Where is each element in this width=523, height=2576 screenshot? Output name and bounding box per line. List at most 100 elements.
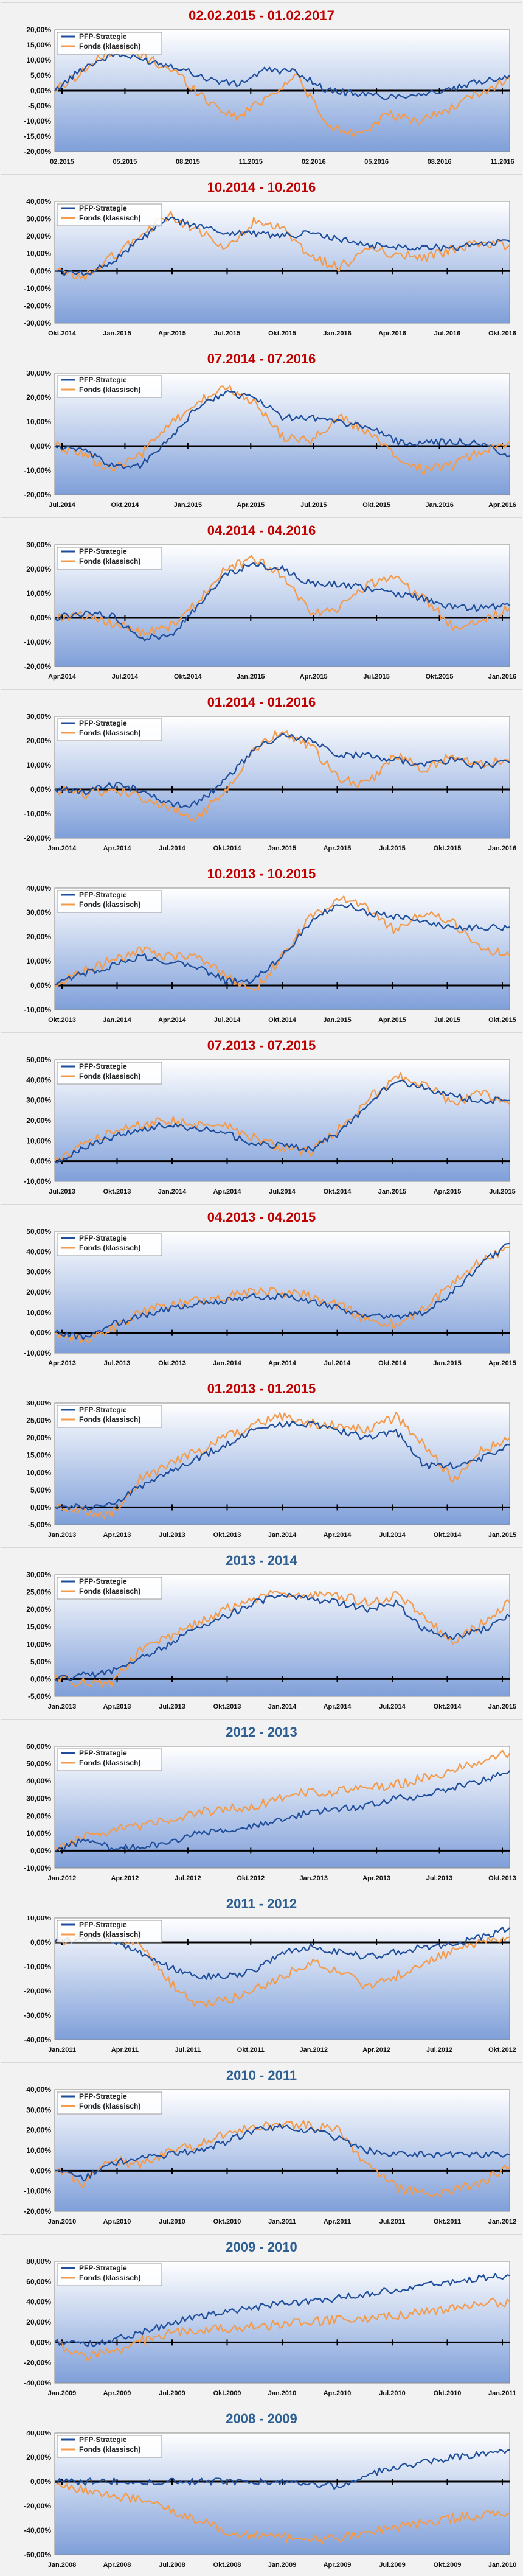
y-tick-label: 30,00%: [26, 215, 51, 223]
legend-label: PFP-Strategie: [79, 1577, 127, 1586]
legend-label: Fonds (klassisch): [79, 1930, 140, 1939]
x-tick-label: Jul.2011: [379, 2218, 406, 2225]
y-tick-label: 10,00%: [26, 1136, 51, 1145]
series-line-fund: [54, 211, 510, 281]
x-tick-label: Apr.2009: [103, 2390, 131, 2397]
x-tick-label: 11.2015: [239, 158, 263, 166]
y-tick-label: 20,00%: [26, 1116, 51, 1125]
x-tick-label: Jan.2015: [174, 502, 202, 509]
x-tick-label: Apr.2013: [103, 1703, 131, 1710]
x-tick-label: Apr.2015: [237, 502, 265, 509]
chart-svg: 40,00% 30,00% 20,00% 10,00% 0,00% -10,00% Okt.…: [24, 886, 516, 1024]
chart-title: 2010 - 2011: [226, 2068, 297, 2083]
chart-svg: 50,00% 40,00% 30,00% 20,00% 10,00% 0,00% -10,0…: [24, 1057, 515, 1195]
y-tick-label: 40,00%: [26, 886, 51, 892]
chart-svg: 30,00% 20,00% 10,00% 0,00% -10,00% -20,00% Jan…: [24, 714, 516, 852]
legend-label: Fonds (klassisch): [79, 2102, 140, 2110]
x-tick-label: Okt.2012: [488, 2046, 516, 2054]
y-tick-label: 10,00%: [26, 1916, 51, 1922]
y-tick-label: 0,00%: [30, 1938, 51, 1947]
y-tick-label: 20,00%: [26, 1433, 51, 1442]
y-tick-label: 0,00%: [30, 442, 51, 450]
y-tick-label: 20,00%: [26, 1288, 51, 1297]
y-tick-label: -10,00%: [24, 638, 51, 646]
y-tick-label: 0,00%: [30, 1846, 51, 1855]
y-tick-label: -20,00%: [24, 491, 51, 499]
chart-title: 04.2013 - 04.2015: [207, 1209, 316, 1225]
x-tick-label: Jul.2014: [49, 502, 75, 509]
x-tick-label: Jan.2015: [488, 1703, 516, 1710]
x-tick-label: Okt.2013: [488, 1875, 516, 1882]
x-tick-label: Jan.2011: [268, 2218, 296, 2225]
series-line-strategy: [54, 562, 510, 642]
y-tick-label: 30,00%: [26, 2105, 51, 2114]
y-tick-label: 20,00%: [26, 565, 51, 573]
legend-label: Fonds (klassisch): [79, 1244, 140, 1252]
y-tick-label: -20,00%: [24, 662, 51, 671]
y-tick-label: 10,00%: [26, 2146, 51, 2155]
y-tick-label: 0,00%: [30, 981, 51, 990]
series-line-fund: [54, 1412, 510, 1519]
series-line-fund: [54, 555, 510, 638]
x-tick-label: Jan.2014: [268, 1703, 297, 1710]
x-tick-label: Apr.2010: [103, 2218, 131, 2225]
x-tick-label: Jul.2008: [159, 2561, 185, 2569]
x-tick-label: Jan.2014: [48, 845, 77, 852]
y-tick-label: 40,00%: [26, 2298, 51, 2306]
y-tick-label: 0,00%: [30, 267, 51, 275]
y-tick-label: -20,00%: [24, 2207, 51, 2216]
x-tick-label: Apr.2011: [324, 2218, 351, 2225]
chart-panel: 01.2014 - 01.2016 30,00% 20,00% 10,00% 0,00%…: [1, 689, 522, 859]
x-tick-label: Jan.2014: [158, 1188, 187, 1195]
x-tick-label: Jul.2015: [214, 330, 240, 337]
chart-panel: 02.02.2015 - 01.02.2017 20,00% 15,00% 10,00…: [1, 2, 522, 172]
x-tick-label: Apr.2013: [103, 1531, 131, 1539]
y-tick-label: -40,00%: [24, 2526, 51, 2535]
y-tick-label: 5,00%: [30, 71, 51, 80]
y-tick-label: 30,00%: [26, 1401, 51, 1407]
chart-title: 02.02.2015 - 01.02.2017: [189, 8, 334, 23]
chart-panel: 04.2013 - 04.2015 50,00% 40,00% 30,00% 20,00…: [1, 1204, 522, 1374]
y-tick-label: -5,00%: [28, 1692, 51, 1701]
y-tick-label: 30,00%: [26, 714, 51, 721]
x-tick-label: 02.2016: [302, 158, 326, 166]
series-line-fund: [54, 2481, 510, 2544]
y-tick-label: 30,00%: [26, 1794, 51, 1803]
y-tick-label: 30,00%: [26, 1268, 51, 1276]
x-tick-label: Apr.2012: [362, 2046, 390, 2054]
y-tick-label: 25,00%: [26, 1416, 51, 1425]
x-tick-label: Jan.2010: [488, 2561, 516, 2569]
y-tick-label: 50,00%: [26, 1760, 51, 1768]
y-tick-label: 20,00%: [26, 1605, 51, 1614]
chart-title: 2009 - 2010: [226, 2239, 297, 2255]
series-line-fund: [54, 2297, 510, 2362]
y-tick-label: 20,00%: [26, 2126, 51, 2135]
x-tick-label: Jan.2015: [488, 1531, 516, 1539]
y-tick-label: -10,00%: [24, 466, 51, 475]
y-tick-label: 0,00%: [30, 1503, 51, 1511]
x-tick-label: Jul.2014: [214, 1017, 241, 1024]
x-tick-label: Jul.2010: [379, 2390, 405, 2397]
x-tick-label: Jan.2014: [268, 1531, 297, 1539]
series-line-strategy: [54, 1242, 510, 1340]
x-tick-label: Okt.2013: [103, 1188, 131, 1195]
y-tick-label: 10,00%: [26, 418, 51, 426]
legend-label: Fonds (klassisch): [79, 1415, 140, 1424]
x-tick-label: Jan.2016: [488, 845, 516, 852]
legend-label: Fonds (klassisch): [79, 557, 140, 565]
x-tick-label: Okt.2014: [378, 1360, 407, 1367]
legend-label: Fonds (klassisch): [79, 2445, 140, 2454]
x-tick-label: Apr.2008: [103, 2561, 131, 2569]
legend-label: Fonds (klassisch): [79, 1587, 140, 1595]
y-tick-label: 50,00%: [26, 1057, 51, 1064]
x-tick-label: Jan.2013: [48, 1531, 76, 1539]
x-tick-label: Apr.2015: [300, 673, 328, 681]
x-tick-label: Apr.2015: [378, 1017, 406, 1024]
x-tick-label: Jan.2009: [268, 2561, 296, 2569]
y-tick-label: 0,00%: [30, 1329, 51, 1337]
x-tick-label: Jan.2015: [323, 1017, 351, 1024]
